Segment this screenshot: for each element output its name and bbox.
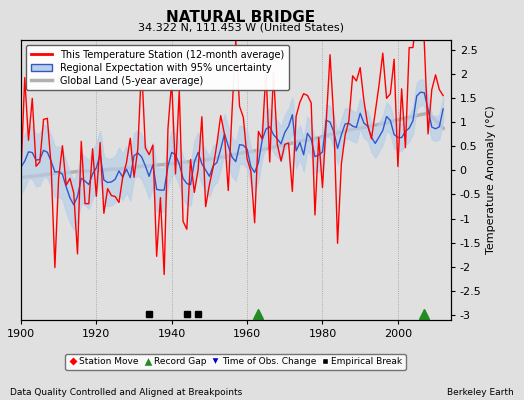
Text: NATURAL BRIDGE: NATURAL BRIDGE [167,10,315,25]
Text: Data Quality Controlled and Aligned at Breakpoints: Data Quality Controlled and Aligned at B… [10,388,243,397]
Text: 34.322 N, 111.453 W (United States): 34.322 N, 111.453 W (United States) [138,22,344,32]
Legend: Station Move, Record Gap, Time of Obs. Change, Empirical Break: Station Move, Record Gap, Time of Obs. C… [66,354,406,370]
Y-axis label: Temperature Anomaly (°C): Temperature Anomaly (°C) [486,106,496,254]
Text: Berkeley Earth: Berkeley Earth [447,388,514,397]
